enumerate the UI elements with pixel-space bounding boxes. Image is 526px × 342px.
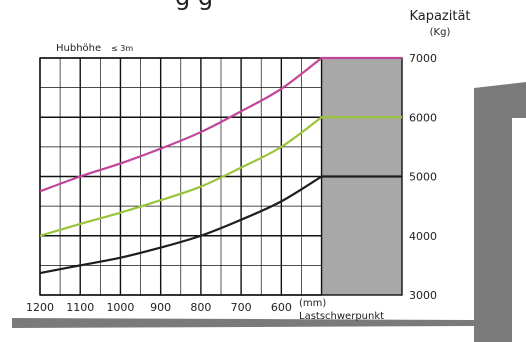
y-axis-ticks: 7000 6000 5000 4000 3000 (409, 52, 437, 302)
series-line-1 (39, 56, 402, 193)
fork-shape (12, 82, 526, 342)
y-tick-label: 7000 (409, 52, 437, 65)
cut-off-heading: g g (175, 0, 213, 11)
chart-series (39, 56, 402, 275)
x-tick-label: 1200 (26, 301, 54, 314)
series-line-2 (39, 116, 402, 237)
x-axis-ticks: 1200 1100 1000 900 800 700 600 (26, 301, 292, 314)
y-tick-label: 3000 (409, 289, 437, 302)
x-axis-unit: (mm) (299, 298, 326, 309)
x-tick-label: 1000 (106, 301, 134, 314)
fork-highlight (512, 118, 526, 342)
height-label: Hubhöhe (56, 43, 101, 54)
height-note: ≤ 3m (111, 44, 133, 53)
y-tick-label: 5000 (409, 171, 437, 184)
x-tick-label: 1100 (66, 301, 94, 314)
y-tick-label: 4000 (409, 230, 437, 243)
x-tick-label: 800 (190, 301, 211, 314)
chart-grid (39, 57, 403, 296)
y-tick-label: 6000 (409, 111, 437, 124)
x-tick-label: 700 (231, 301, 252, 314)
series-line-3 (39, 175, 402, 275)
x-axis-label: Lastschwerpunkt (299, 311, 384, 322)
capacity-unit: (Kg) (430, 27, 451, 38)
x-tick-label: 600 (271, 301, 292, 314)
capacity-label: Kapazität (409, 9, 470, 24)
x-tick-label: 900 (150, 301, 171, 314)
